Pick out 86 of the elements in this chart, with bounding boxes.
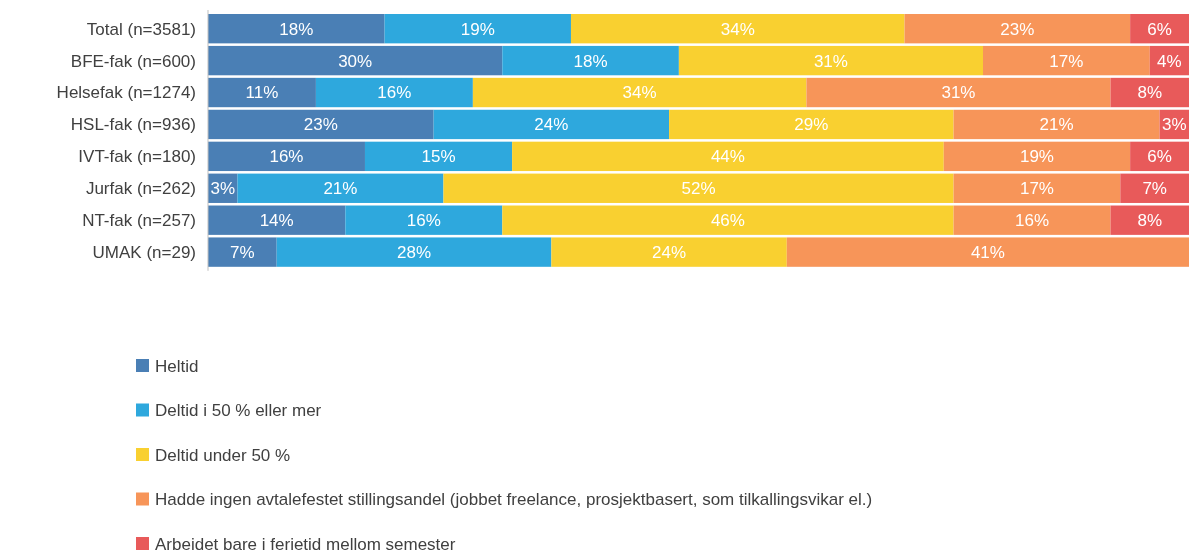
bar <box>276 237 552 267</box>
data-label: 16% <box>1015 211 1050 231</box>
y-tick-label: UMAK (n=29) <box>92 243 196 263</box>
data-label: 21% <box>1039 115 1074 135</box>
data-label: 18% <box>573 51 608 71</box>
bar <box>208 237 277 267</box>
data-label: 52% <box>681 179 716 199</box>
bar <box>208 205 346 235</box>
data-label: 23% <box>303 115 338 135</box>
data-label: 34% <box>622 83 657 103</box>
legend-label: Arbeidet bare i ferietid mellom semester <box>155 534 456 554</box>
legend-label: Deltid i 50 % eller mer <box>155 401 322 421</box>
data-label: 11% <box>245 83 279 103</box>
data-label: 14% <box>259 211 294 231</box>
bar <box>982 45 1150 76</box>
y-tick-label: HSL-fak (n=936) <box>70 115 196 135</box>
data-label: 46% <box>710 211 745 231</box>
y-tick-label: BFE-fak (n=600) <box>70 51 196 71</box>
data-label: 24% <box>652 243 687 263</box>
data-label: 41% <box>970 243 1005 263</box>
data-label: 16% <box>269 147 304 167</box>
legend-label: Heltid <box>155 356 199 376</box>
data-label: 15% <box>421 147 456 167</box>
data-label: 6% <box>1147 19 1172 39</box>
bar <box>1120 173 1189 203</box>
bar <box>953 109 1160 140</box>
bar <box>786 237 1189 267</box>
data-label: 28% <box>396 243 432 263</box>
data-label: 3% <box>1162 115 1187 135</box>
data-label: 6% <box>1147 147 1172 167</box>
data-label: 30% <box>338 51 373 71</box>
data-label: 31% <box>941 83 976 103</box>
data-label: 16% <box>377 83 412 103</box>
bar <box>208 14 385 44</box>
y-tick-label: Jurfak (n=262) <box>85 179 196 199</box>
bar <box>208 77 316 108</box>
data-label: 8% <box>1137 211 1163 231</box>
data-label: 16% <box>406 211 441 231</box>
data-label: 4% <box>1157 51 1182 71</box>
data-label: 31% <box>813 51 848 71</box>
bar <box>953 205 1111 235</box>
bar <box>433 109 670 140</box>
bar <box>472 77 807 108</box>
data-label: 24% <box>534 115 569 135</box>
y-tick-label: Total (n=3581) <box>86 19 196 39</box>
data-label: 29% <box>794 115 829 135</box>
bar <box>315 77 473 108</box>
data-label: 21% <box>323 179 358 199</box>
data-label: 3% <box>210 179 235 199</box>
bar <box>904 14 1131 44</box>
y-tick-label: NT-fak (n=257) <box>82 211 196 231</box>
bar <box>1110 77 1189 108</box>
bar <box>364 141 513 172</box>
bar <box>943 141 1131 172</box>
data-label: 19% <box>1019 147 1054 167</box>
y-tick-label: Helsefak (n=1274) <box>56 83 196 103</box>
bar <box>678 45 983 76</box>
data-label: 34% <box>720 19 755 39</box>
data-label: 17% <box>1019 179 1054 199</box>
y-tick-label: IVT-fak (n=180) <box>78 147 196 167</box>
bar <box>1110 205 1189 235</box>
bar <box>345 205 503 235</box>
legend-label: Deltid under 50 % <box>155 445 291 465</box>
bar <box>669 109 954 140</box>
data-label: 19% <box>460 19 495 39</box>
legend-label: Hadde ingen avtalefestet stillingsandel (jobbet freelance, prosjektbasert, som tilkallingsvikar el.) <box>155 490 873 510</box>
bar <box>443 173 954 203</box>
bar <box>551 237 787 267</box>
data-label: 18% <box>279 19 314 39</box>
bar <box>570 14 905 44</box>
bar <box>208 45 503 76</box>
bar <box>953 173 1121 203</box>
data-label: 44% <box>710 147 745 167</box>
bar <box>208 109 434 140</box>
data-label: 7% <box>230 243 255 263</box>
data-label: 23% <box>1000 19 1035 39</box>
data-label: 8% <box>1137 83 1163 103</box>
data-label: 17% <box>1049 51 1084 71</box>
bar <box>512 141 944 172</box>
bar <box>806 77 1111 108</box>
bar <box>237 173 444 203</box>
bar <box>502 45 679 76</box>
data-label: 7% <box>1142 179 1167 199</box>
bar <box>502 205 954 235</box>
bar <box>384 14 571 44</box>
bar <box>208 141 365 172</box>
